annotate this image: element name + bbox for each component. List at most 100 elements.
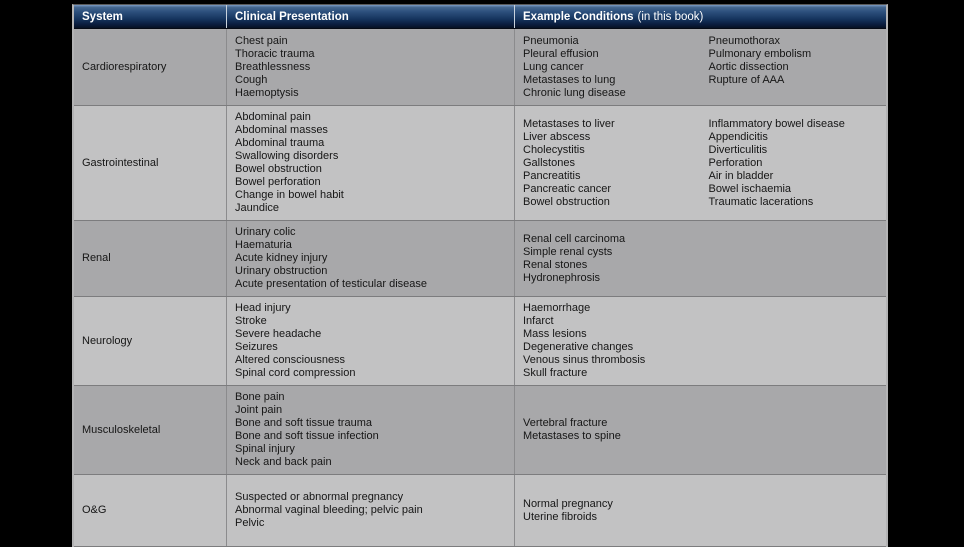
cell-line: Metastases to lung — [523, 73, 616, 86]
condition-list-left: Haemorrhage Infarct Mass lesions Degenerati… — [515, 302, 701, 380]
cell-line: Bowel obstruction — [523, 195, 610, 208]
cell-line: Pleural effusion — [523, 47, 599, 60]
cell-line: Thoracic trauma — [235, 47, 315, 60]
system-label: Neurology — [82, 334, 133, 347]
cell-line: Gallstones — [523, 156, 575, 169]
example-conditions-cell: Haemorrhage Infarct Mass lesions Degenerati… — [515, 297, 886, 385]
condition-columns: Pneumonia Pleural effusion Lung cancer Meta… — [515, 35, 886, 100]
cell-line: Joint pain — [235, 404, 283, 416]
cell-line: Acute presentation of testicular disease — [235, 278, 428, 290]
system-label: Musculoskeletal — [82, 423, 161, 436]
cell-line: Spinal cord compression — [235, 367, 356, 379]
cell-line: Change in bowel habit — [235, 189, 344, 201]
condition-list-left: Vertebral fracture Metastases to spine — [515, 417, 701, 443]
example-conditions-cell: Pneumonia Pleural effusion Lung cancer Meta… — [515, 29, 886, 105]
cell-line: Skull fracture — [523, 367, 588, 379]
system-label: Gastrointestinal — [82, 156, 159, 169]
condition-columns: Metastases to liver Liver abscess Cholecys… — [515, 118, 886, 209]
system-label: Renal — [82, 252, 111, 264]
cell-line: Renal cell carcinoma — [523, 232, 626, 245]
example-conditions-cell: Metastases to liver Liver abscess Cholecys… — [515, 106, 886, 220]
system-cell: Renal — [74, 221, 227, 296]
cell-line: Haemoptysis — [235, 86, 299, 99]
cell-line: Metastases to spine — [523, 430, 621, 442]
cell-line: Venous sinus thrombosis — [523, 354, 646, 366]
system-cell: Musculoskeletal — [74, 386, 227, 474]
cell-line: Seizures — [235, 341, 278, 353]
condition-list-right: Inflammatory bowel disease Appendicitis Di… — [701, 118, 887, 209]
cell-line: Pancreatitis — [523, 169, 581, 182]
clinical-presentation-cell: Suspected or abnormal pregnancy Abnormal … — [227, 475, 515, 546]
cell-line: Mass lesions — [523, 328, 587, 340]
cell-line: Severe headache — [235, 328, 322, 340]
cell-line: Infarct — [523, 315, 554, 327]
cell-line: Perforation — [708, 156, 763, 169]
cell-line: Degenerative changes — [523, 341, 634, 353]
presentation-list: Head injury Stroke Severe headache Seizures… — [235, 302, 355, 380]
cell-line: Haematuria — [235, 239, 292, 251]
table-header-row: System Clinical Presentation Example Con… — [74, 5, 886, 29]
condition-list-left: Metastases to liver Liver abscess Cholecys… — [515, 118, 701, 209]
systems-table: System Clinical Presentation Example Con… — [72, 4, 888, 547]
table-row: Gastrointestinal Abdominal pain Abdominal… — [74, 106, 886, 221]
condition-columns: Vertebral fracture Metastases to spine — [515, 417, 886, 443]
cell-line: Bone and soft tissue trauma — [235, 417, 372, 429]
cell-line: Urinary obstruction — [235, 265, 328, 277]
cell-line: Abdominal pain — [235, 111, 311, 123]
system-cell: Gastrointestinal — [74, 106, 227, 220]
cell-line: Head injury — [235, 302, 291, 314]
condition-list-right — [701, 233, 887, 285]
header-cell-clinical-presentation: Clinical Presentation — [227, 5, 515, 28]
header-label-in-this-book: (in this book) — [637, 10, 704, 23]
clinical-presentation-cell: Bone pain Joint pain Bone and soft tissue … — [227, 386, 515, 474]
table-body: Cardiorespiratory Chest pain Thoracic tra… — [74, 29, 886, 547]
clinical-presentation-cell: Urinary colic Haematuria Acute kidney inju… — [227, 221, 515, 296]
condition-columns: Haemorrhage Infarct Mass lesions Degenerati… — [515, 302, 886, 380]
cell-line: Liver abscess — [523, 130, 591, 143]
cell-line: Acute kidney injury — [235, 252, 328, 264]
condition-list-right — [701, 417, 887, 443]
clinical-presentation-cell: Abdominal pain Abdominal masses Abdominal … — [227, 106, 515, 220]
table-row: Renal Urinary colic Haematuria Acute kidne… — [74, 221, 886, 297]
table-row: O&G Suspected or abnormal pregnancy Abnor… — [74, 475, 886, 547]
cell-line: Pneumothorax — [708, 34, 781, 47]
cell-line: Haemorrhage — [523, 302, 591, 314]
cell-line: Pneumonia — [523, 34, 579, 47]
cell-line: Lung cancer — [523, 60, 584, 73]
presentation-list: Urinary colic Haematuria Acute kidney inju… — [235, 226, 427, 291]
cell-line: Pelvic — [235, 517, 265, 529]
condition-list-right: Pneumothorax Pulmonary embolism Aortic dis… — [701, 35, 887, 100]
cell-line: Suspected or abnormal pregnancy — [235, 491, 404, 503]
cell-line: Pancreatic cancer — [523, 182, 612, 195]
header-label-example-conditions: Example Conditions — [523, 10, 634, 23]
cell-line: Cough — [235, 73, 268, 86]
cell-line: Bone pain — [235, 391, 285, 403]
clinical-presentation-cell: Head injury Stroke Severe headache Seizures… — [227, 297, 515, 385]
header-label-clinical-presentation: Clinical Presentation — [235, 10, 349, 23]
cell-line: Hydronephrosis — [523, 271, 601, 284]
cell-line: Normal pregnancy — [523, 497, 613, 510]
cell-line: Spinal injury — [235, 443, 295, 455]
cell-line: Simple renal cysts — [523, 245, 613, 258]
cell-line: Pulmonary embolism — [708, 47, 812, 60]
condition-list-left: Pneumonia Pleural effusion Lung cancer Meta… — [515, 35, 701, 100]
presentation-list: Abdominal pain Abdominal masses Abdominal … — [235, 111, 344, 215]
cell-line: Chest pain — [235, 34, 288, 47]
condition-list-left: Normal pregnancy Uterine fibroids — [515, 498, 701, 524]
cell-line: Inflammatory bowel disease — [708, 117, 845, 130]
cell-line: Appendicitis — [708, 130, 768, 143]
cell-line: Vertebral fracture — [523, 417, 608, 429]
table-row: Cardiorespiratory Chest pain Thoracic tra… — [74, 29, 886, 106]
presentation-list: Bone pain Joint pain Bone and soft tissue … — [235, 391, 379, 469]
cell-line: Abdominal trauma — [235, 137, 325, 149]
system-label: Cardiorespiratory — [82, 60, 167, 73]
example-conditions-cell: Renal cell carcinoma Simple renal cysts Re… — [515, 221, 886, 296]
cell-line: Abdominal masses — [235, 124, 328, 136]
condition-columns: Normal pregnancy Uterine fibroids — [515, 498, 886, 524]
cell-line: Bowel perforation — [235, 176, 321, 188]
cell-line: Uterine fibroids — [523, 510, 597, 523]
example-conditions-cell: Vertebral fracture Metastases to spine — [515, 386, 886, 474]
system-cell: O&G — [74, 475, 227, 546]
cell-line: Traumatic lacerations — [708, 195, 814, 208]
header-cell-example-conditions: Example Conditions (in this book) — [515, 5, 886, 28]
